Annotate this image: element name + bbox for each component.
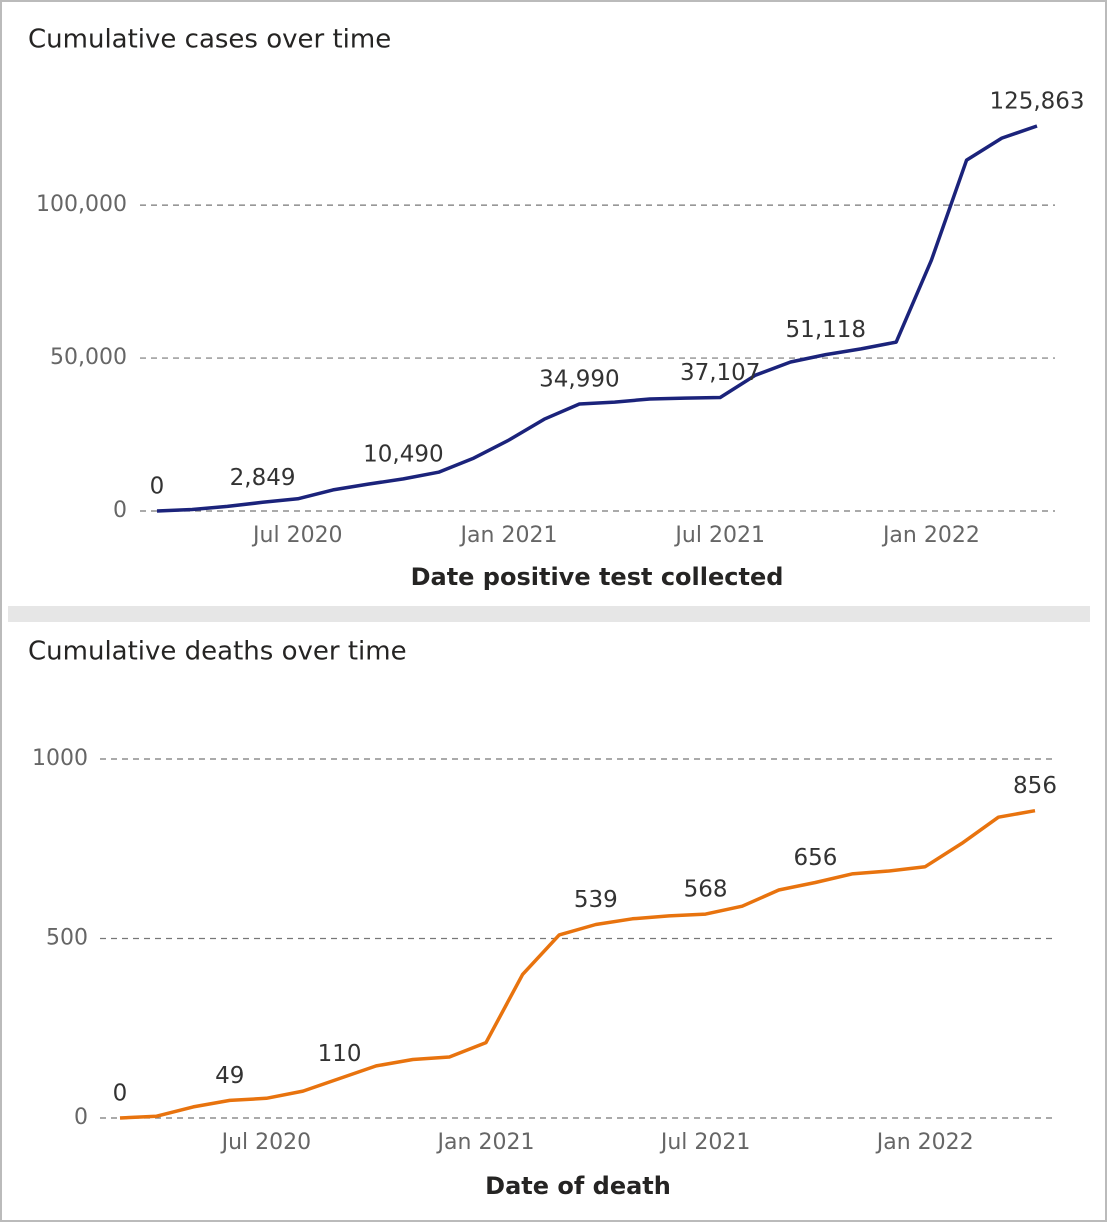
- y-tick-label: 1000: [32, 746, 88, 771]
- chart-title: Cumulative cases over time: [28, 25, 391, 55]
- data-label: 539: [574, 887, 618, 913]
- data-label: 110: [318, 1041, 362, 1067]
- data-label: 10,490: [363, 441, 443, 467]
- data-label: 2,849: [230, 465, 296, 491]
- y-tick-label: 50,000: [50, 345, 127, 370]
- separator: [8, 606, 1090, 622]
- data-label: 568: [684, 877, 728, 903]
- x-tick-label: Jul 2021: [659, 1130, 751, 1155]
- data-line: [119, 808, 1036, 1120]
- x-tick-label: Jan 2022: [881, 523, 980, 548]
- data-label: 0: [113, 1081, 128, 1107]
- x-tick-label: Jul 2021: [673, 523, 765, 548]
- data-label: 856: [1013, 773, 1057, 799]
- data-label: 49: [215, 1063, 244, 1089]
- data-label: 0: [150, 474, 165, 500]
- data-label: 125,863: [989, 89, 1084, 115]
- x-axis-title: Date positive test collected: [411, 563, 784, 591]
- y-tick-label: 500: [46, 926, 88, 951]
- x-tick-label: Jan 2021: [459, 523, 558, 548]
- x-tick-label: Jan 2021: [436, 1130, 535, 1155]
- data-label: 51,118: [786, 317, 866, 343]
- chart-title: Cumulative deaths over time: [28, 637, 407, 667]
- data-line: [156, 124, 1038, 513]
- y-tick-label: 0: [113, 498, 127, 523]
- x-axis-title: Date of death: [485, 1172, 671, 1200]
- x-tick-label: Jan 2022: [875, 1130, 974, 1155]
- data-label: 37,107: [680, 360, 760, 386]
- y-tick-label: 0: [74, 1105, 88, 1130]
- x-tick-label: Jul 2020: [251, 523, 343, 548]
- x-tick-label: Jul 2020: [220, 1130, 312, 1155]
- data-label: 656: [793, 845, 837, 871]
- data-label: 34,990: [539, 366, 619, 392]
- y-tick-label: 100,000: [36, 192, 127, 217]
